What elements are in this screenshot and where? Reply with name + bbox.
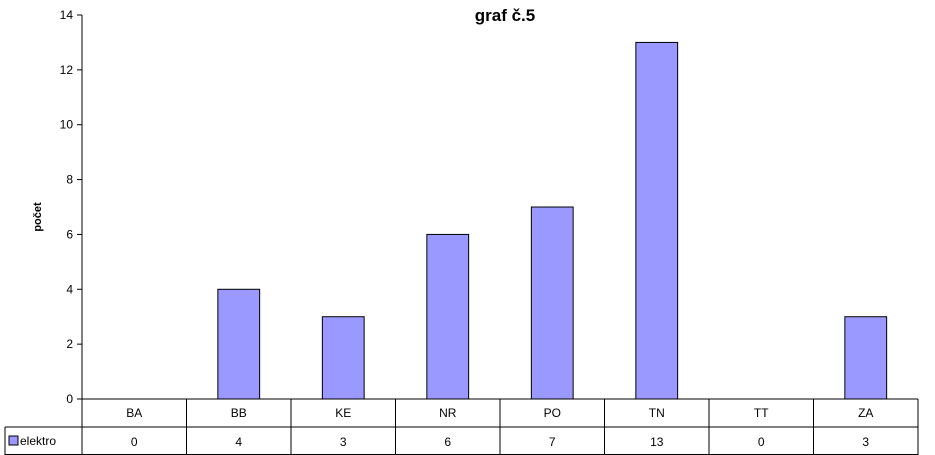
bar-ke: [321, 316, 365, 400]
y-tick-label: 4: [66, 282, 73, 296]
data-label: 0: [758, 435, 765, 449]
y-axis-label: počet: [32, 202, 44, 232]
x-category-label: PO: [544, 406, 561, 420]
data-label: 4: [235, 435, 242, 449]
data-label: 6: [444, 435, 451, 449]
y-tick-label: 6: [66, 227, 73, 241]
y-axis: 0 2 4 6 8 10 12 14: [60, 8, 83, 406]
x-category-label: BA: [126, 406, 142, 420]
data-label: 13: [650, 435, 664, 449]
bar-po: [530, 206, 574, 400]
x-category-label: TT: [754, 406, 769, 420]
y-tick-label: 8: [66, 173, 73, 187]
legend-label: elektro: [20, 434, 56, 448]
y-tick-label: 2: [66, 337, 73, 351]
x-category-label: NR: [439, 406, 457, 420]
bar-nr: [426, 233, 470, 400]
data-table: BA 0 BB 4 KE 3 NR 6 PO 7 TN 13 TT 0 ZA 3 elektro: [4, 398, 919, 455]
legend-swatch: [8, 435, 19, 446]
bar-bb: [217, 288, 261, 400]
data-label: 0: [131, 435, 138, 449]
data-label: 3: [862, 435, 869, 449]
chart-title: graf č.5: [475, 6, 535, 25]
y-tick-label: 10: [60, 118, 74, 132]
x-category-label: BB: [231, 406, 247, 420]
bar-za: [844, 316, 888, 400]
y-tick-label: 14: [60, 8, 74, 22]
y-tick-label: 12: [60, 63, 74, 77]
data-label: 3: [340, 435, 347, 449]
x-category-label: TN: [649, 406, 665, 420]
x-category-label: KE: [335, 406, 351, 420]
bar-tn: [635, 41, 679, 400]
x-category-label: ZA: [858, 406, 873, 420]
bars: [217, 41, 888, 400]
y-tick-label: 0: [66, 392, 73, 406]
data-label: 7: [549, 435, 556, 449]
